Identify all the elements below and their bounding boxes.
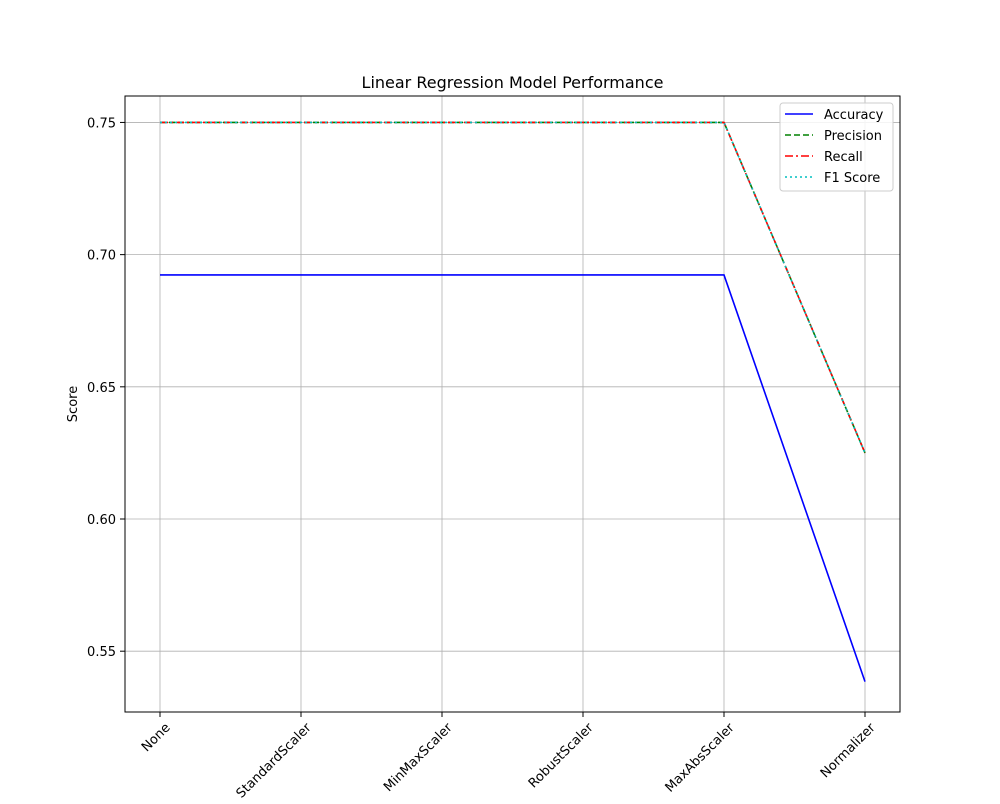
series-line-recall [160, 121, 866, 454]
legend-label: Precision [824, 129, 882, 144]
legend-box [779, 102, 894, 192]
axis-ticks: None StandardScaler MinMaxScaler RobustScal… [87, 116, 879, 801]
x-tick-label: RobustScaler [526, 720, 597, 791]
series-lines [160, 121, 866, 682]
y-tick-label: 0.75 [87, 116, 116, 131]
plot-frame [124, 95, 901, 713]
legend: Accuracy Precision Recall F1 Score [779, 102, 894, 192]
y-tick-label: 0.60 [87, 513, 116, 528]
legend-label: F1 Score [824, 171, 880, 186]
y-axis-label: Score [66, 386, 81, 422]
series-line-f1-score [160, 121, 866, 454]
x-tick-label: None [139, 721, 174, 756]
series-line-accuracy [160, 274, 866, 682]
y-tick-label: 0.70 [87, 249, 116, 264]
x-tick-label: MaxAbsScaler [663, 720, 738, 795]
y-tick-label: 0.65 [87, 381, 116, 396]
x-tick-label: Normalizer [818, 720, 879, 781]
series-line-precision [160, 121, 866, 454]
chart-title: Linear Regression Model Performance [362, 73, 664, 92]
y-tick-label: 0.55 [87, 645, 116, 660]
legend-label: Recall [824, 150, 863, 165]
x-tick-label: MinMaxScaler [381, 720, 456, 795]
x-tick-label: StandardScaler [234, 720, 315, 800]
legend-label: Accuracy [824, 108, 884, 123]
